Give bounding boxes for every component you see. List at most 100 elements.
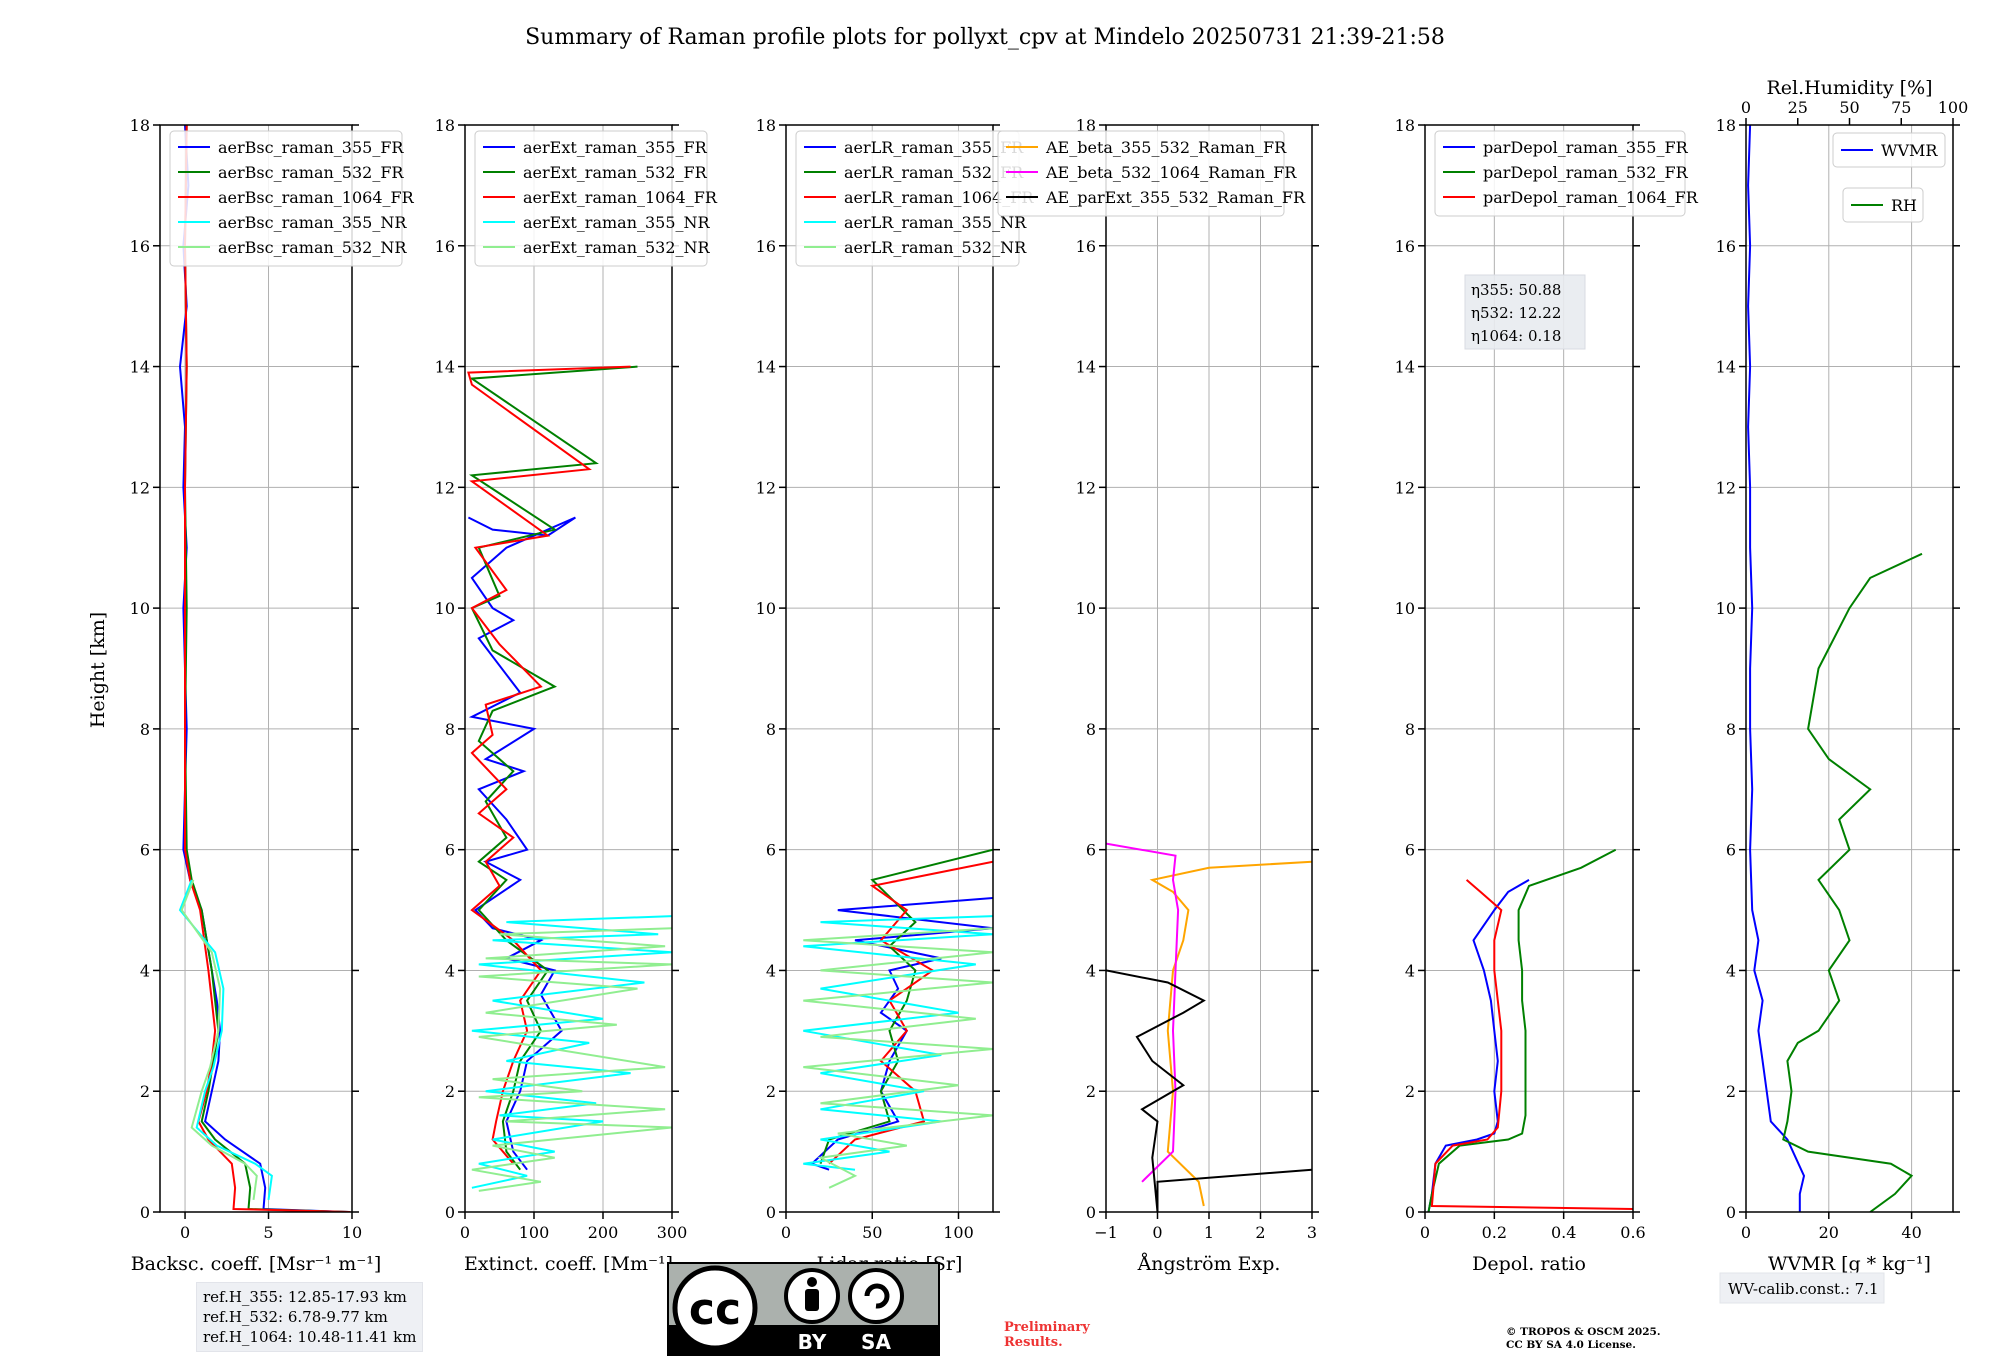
legend-entry: aerExt_raman_1064_FR	[523, 188, 718, 207]
series-line-AE_beta_355_532_Raman_FR	[1149, 860, 1312, 1207]
copyright-line-2: CC BY SA 4.0 License.	[1506, 1339, 1636, 1351]
legend-entry: aerBsc_raman_1064_FR	[218, 188, 415, 207]
panel-6: 0 2 4 6 8 10 12 14 16 18 0 20 40 WVMR [g * kg⁻¹] 0 25 50…	[1716, 77, 1969, 1304]
x-tick-label: 0.6	[1620, 1223, 1645, 1242]
x-axis-label: Ångström Exp.	[1137, 1253, 1281, 1275]
legend-frame	[997, 130, 1285, 217]
top-axis-label: Rel.Humidity [%]	[1766, 77, 1932, 99]
x-tick-label: −1	[1094, 1223, 1118, 1242]
x-axis-label: Extinct. coeff. [Mm⁻¹]	[464, 1253, 673, 1275]
y-tick-label: 2	[1726, 1082, 1736, 1101]
reference-heights-box: ref.H_355: 12.85-17.93 km ref.H_532: 6.7…	[196, 1282, 424, 1352]
y-tick-label: 0	[1086, 1203, 1096, 1222]
y-tick-label: 18	[1076, 116, 1096, 135]
axes-frame	[785, 124, 994, 1213]
series-group	[467, 365, 672, 1192]
y-tick-label: 10	[1716, 599, 1736, 618]
cc-by-sa-logo: cc BY SA	[667, 1262, 940, 1356]
series-line-aerBsc_raman_532_NR	[180, 879, 258, 1201]
legend-entry: parDepol_raman_355_FR	[1483, 138, 1689, 157]
wv-calib-frame	[1719, 1272, 1885, 1304]
eta-line: η532: 12.22	[1471, 304, 1561, 322]
legend-entry: aerExt_raman_532_FR	[523, 163, 708, 182]
legend-entry: aerExt_raman_355_NR	[523, 213, 711, 232]
y-tick-label: 4	[1086, 961, 1096, 980]
y-tick-label: 10	[435, 599, 455, 618]
series-line-aerExt_raman_355_NR	[471, 915, 672, 1189]
legend-entry: aerLR_raman_355_FR	[844, 138, 1024, 157]
legend-frame	[1434, 130, 1686, 217]
preliminary-line-1: Preliminary	[1004, 1320, 1090, 1335]
y-tick-label: 14	[130, 358, 150, 377]
x-tick-label: 200	[588, 1223, 619, 1242]
x-axis-label: WVMR [g * kg⁻¹]	[1768, 1253, 1931, 1275]
series-group	[1106, 842, 1312, 1212]
x-tick-label: 40	[1901, 1223, 1921, 1242]
x-tick-label: 300	[657, 1223, 688, 1242]
y-tick-label: 18	[1716, 116, 1736, 135]
y-axis-label: Height [km]	[87, 612, 109, 728]
y-tick-label: 8	[140, 720, 150, 739]
series-line-WVMR	[1747, 125, 1806, 1212]
copyright-note: © TROPOS & OSCM 2025. CC BY SA 4.0 Licen…	[1506, 1326, 1661, 1352]
sa-logo-text: SA	[861, 1330, 891, 1354]
ref-532: ref.H_532: 6.78-9.77 km	[203, 1308, 388, 1326]
x-tick-label: 0	[1420, 1223, 1430, 1242]
legend-entry: aerLR_raman_532_FR	[844, 163, 1024, 182]
legend-frame	[1832, 132, 1946, 168]
y-tick-label: 12	[1076, 478, 1096, 497]
series-line-parDepol_raman_355_FR	[1427, 879, 1530, 1212]
x-tick-label: 0	[781, 1223, 791, 1242]
y-tick-label: 6	[766, 841, 776, 860]
series-group	[1747, 125, 1923, 1212]
y-tick-label: 16	[435, 237, 455, 256]
y-tick-label: 6	[445, 841, 455, 860]
y-tick-label: 12	[130, 478, 150, 497]
depol-eta-box: η355: 50.88 η532: 12.22 η1064: 0.18	[1464, 274, 1586, 350]
legend: WVMR	[1832, 132, 1946, 168]
y-tick-label: 4	[766, 961, 776, 980]
legend-entry: parDepol_raman_532_FR	[1483, 163, 1689, 182]
y-tick-label: 2	[140, 1082, 150, 1101]
legend-entry: aerLR_raman_532_NR	[844, 238, 1027, 257]
series-line-aerExt_raman_355_FR	[467, 516, 576, 1171]
panel-1: 0 2 4 6 8 10 12 14 16 18 0 5 10 Backsc. coeff. [Msr⁻¹…	[130, 116, 415, 1275]
y-tick-label: 0	[1405, 1203, 1415, 1222]
legend-entry: WVMR	[1881, 141, 1938, 160]
legend: aerBsc_raman_355_FR aerBsc_raman_532_FRae…	[169, 130, 415, 267]
y-tick-label: 8	[1405, 720, 1415, 739]
cc-logo-text: cc	[689, 1284, 741, 1335]
top-x-tick-label: 100	[1938, 98, 1969, 117]
y-tick-label: 10	[1395, 599, 1415, 618]
x-tick-label: 20	[1819, 1223, 1839, 1242]
y-tick-label: 10	[130, 599, 150, 618]
x-tick-label: 0	[1741, 1223, 1751, 1242]
series-group	[803, 848, 993, 1189]
y-tick-label: 4	[140, 961, 150, 980]
by-logo-text: BY	[798, 1330, 827, 1354]
x-tick-label: 0	[460, 1223, 470, 1242]
top-x-tick-label: 75	[1891, 98, 1911, 117]
series-line-aerBsc_raman_355_FR	[178, 125, 349, 1212]
panel-3: 024681012141618050100Lidar ratio [Sr]aer…	[756, 116, 1035, 1275]
legend: aerExt_raman_355_FR aerExt_raman_532_FRae…	[474, 130, 718, 267]
y-tick-label: 6	[1726, 841, 1736, 860]
legend-entry: aerLR_raman_1064_FR	[844, 188, 1034, 207]
y-tick-label: 16	[1395, 237, 1415, 256]
y-tick-label: 2	[1086, 1082, 1096, 1101]
series-group	[178, 125, 351, 1212]
legend-entry: aerBsc_raman_355_FR	[218, 138, 404, 157]
y-tick-label: 4	[1726, 961, 1736, 980]
panel-5: 0 2 4 6 8 10 12 14 16 18 0 0.2 0.4 0.6 Depol. ratio par…	[1395, 116, 1699, 1275]
x-tick-label: 50	[862, 1223, 882, 1242]
series-line-parDepol_raman_532_FR	[1427, 848, 1617, 1212]
axes-frame	[1745, 124, 1954, 1213]
x-tick-label: 100	[943, 1223, 974, 1242]
x-tick-label: 0.4	[1551, 1223, 1576, 1242]
y-tick-label: 0	[766, 1203, 776, 1222]
legend: aerLR_raman_355_FR aerLR_raman_532_FR aerL…	[795, 130, 1034, 267]
x-tick-label: 10	[342, 1223, 362, 1242]
y-tick-label: 4	[445, 961, 455, 980]
series-line-aerExt_raman_532_NR	[471, 927, 672, 1192]
